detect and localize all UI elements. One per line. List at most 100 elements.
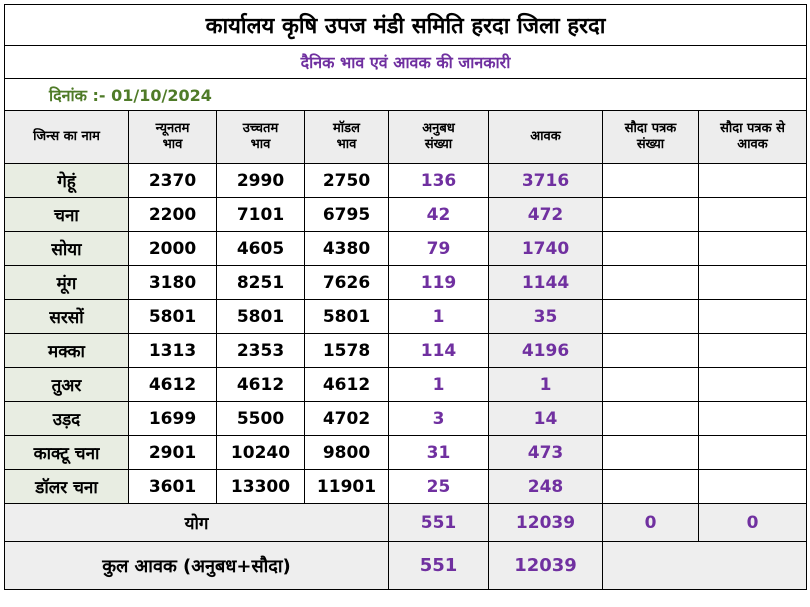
commodity-name: चना bbox=[4, 197, 129, 232]
total-sauda-aavak: 0 bbox=[698, 503, 807, 542]
min-price: 1699 bbox=[128, 401, 217, 436]
sauda-count bbox=[602, 163, 699, 198]
grand-total-row: कुल आवक (अनुबध+सौदा) 551 12039 bbox=[4, 541, 807, 590]
header-row: जिन्स का नाम न्यूनतम भाव उच्चतम भाव मॉडल भा… bbox=[4, 110, 807, 164]
min-price: 3601 bbox=[128, 469, 217, 504]
sauda-count bbox=[602, 401, 699, 436]
anubandh-count: 136 bbox=[388, 163, 489, 198]
total-sauda-count: 0 bbox=[602, 503, 699, 542]
sauda-count bbox=[602, 469, 699, 504]
model-price: 2750 bbox=[304, 163, 389, 198]
max-price: 2353 bbox=[216, 333, 305, 368]
commodity-name: काक्टू चना bbox=[4, 435, 129, 470]
commodity-name: सरसों bbox=[4, 299, 129, 334]
table-row: चना 2200 7101 6795 42 472 bbox=[4, 197, 807, 232]
sauda-aavak bbox=[698, 231, 807, 266]
grand-total-aavak: 12039 bbox=[488, 541, 603, 590]
aavak-value: 1740 bbox=[488, 231, 603, 266]
table-row: सरसों 5801 5801 5801 1 35 bbox=[4, 299, 807, 334]
sauda-count bbox=[602, 333, 699, 368]
min-price: 4612 bbox=[128, 367, 217, 402]
model-price: 1578 bbox=[304, 333, 389, 368]
header-commodity: जिन्स का नाम bbox=[4, 110, 129, 164]
header-max-price: उच्चतम भाव bbox=[216, 110, 305, 164]
aavak-value: 3716 bbox=[488, 163, 603, 198]
anubandh-count: 31 bbox=[388, 435, 489, 470]
commodity-name: डॉलर चना bbox=[4, 469, 129, 504]
model-price: 11901 bbox=[304, 469, 389, 504]
table-row: तुअर 4612 4612 4612 1 1 bbox=[4, 367, 807, 402]
min-price: 3180 bbox=[128, 265, 217, 300]
sauda-aavak bbox=[698, 435, 807, 470]
model-price: 9800 bbox=[304, 435, 389, 470]
anubandh-count: 114 bbox=[388, 333, 489, 368]
report-date: दिनांक :- 01/10/2024 bbox=[4, 78, 807, 111]
min-price: 2370 bbox=[128, 163, 217, 198]
model-price: 5801 bbox=[304, 299, 389, 334]
anubandh-count: 25 bbox=[388, 469, 489, 504]
max-price: 4612 bbox=[216, 367, 305, 402]
min-price: 5801 bbox=[128, 299, 217, 334]
commodity-name: सोया bbox=[4, 231, 129, 266]
anubandh-count: 79 bbox=[388, 231, 489, 266]
sauda-aavak bbox=[698, 163, 807, 198]
max-price: 7101 bbox=[216, 197, 305, 232]
aavak-value: 473 bbox=[488, 435, 603, 470]
sauda-count bbox=[602, 435, 699, 470]
commodity-name: उड़द bbox=[4, 401, 129, 436]
max-price: 5500 bbox=[216, 401, 305, 436]
commodity-name: गेहूं bbox=[4, 163, 129, 198]
min-price: 2000 bbox=[128, 231, 217, 266]
table-row: काक्टू चना 2901 10240 9800 31 473 bbox=[4, 435, 807, 470]
header-aavak: आवक bbox=[488, 110, 603, 164]
max-price: 13300 bbox=[216, 469, 305, 504]
grand-total-anubandh: 551 bbox=[388, 541, 489, 590]
table-row: सोया 2000 4605 4380 79 1740 bbox=[4, 231, 807, 266]
sauda-count bbox=[602, 231, 699, 266]
sauda-aavak bbox=[698, 197, 807, 232]
table-row: उड़द 1699 5500 4702 3 14 bbox=[4, 401, 807, 436]
min-price: 2901 bbox=[128, 435, 217, 470]
min-price: 2200 bbox=[128, 197, 217, 232]
grand-total-label: कुल आवक (अनुबध+सौदा) bbox=[4, 541, 389, 590]
commodity-name: तुअर bbox=[4, 367, 129, 402]
anubandh-count: 119 bbox=[388, 265, 489, 300]
total-anubandh: 551 bbox=[388, 503, 489, 542]
commodity-name: मूंग bbox=[4, 265, 129, 300]
anubandh-count: 42 bbox=[388, 197, 489, 232]
sauda-count bbox=[602, 197, 699, 232]
page-subtitle: दैनिक भाव एवं आवक की जानकारी bbox=[4, 45, 807, 79]
aavak-value: 35 bbox=[488, 299, 603, 334]
header-anubandh-count: अनुबध संख्या bbox=[388, 110, 489, 164]
total-row: योग 551 12039 0 0 bbox=[4, 503, 807, 542]
max-price: 5801 bbox=[216, 299, 305, 334]
sauda-aavak bbox=[698, 265, 807, 300]
table-row: गेहूं 2370 2990 2750 136 3716 bbox=[4, 163, 807, 198]
aavak-value: 248 bbox=[488, 469, 603, 504]
header-sauda-aavak: सौदा पत्रक से आवक bbox=[698, 110, 807, 164]
model-price: 4612 bbox=[304, 367, 389, 402]
min-price: 1313 bbox=[128, 333, 217, 368]
aavak-value: 1144 bbox=[488, 265, 603, 300]
mandi-price-table: कार्यालय कृषि उपज मंडी समिति हरदा जिला ह… bbox=[4, 4, 807, 590]
table-row: डॉलर चना 3601 13300 11901 25 248 bbox=[4, 469, 807, 504]
max-price: 8251 bbox=[216, 265, 305, 300]
aavak-value: 472 bbox=[488, 197, 603, 232]
header-sauda-count: सौदा पत्रक संख्या bbox=[602, 110, 699, 164]
model-price: 4702 bbox=[304, 401, 389, 436]
max-price: 2990 bbox=[216, 163, 305, 198]
max-price: 10240 bbox=[216, 435, 305, 470]
sauda-aavak bbox=[698, 333, 807, 368]
commodity-name: मक्का bbox=[4, 333, 129, 368]
model-price: 6795 bbox=[304, 197, 389, 232]
sauda-aavak bbox=[698, 469, 807, 504]
aavak-value: 14 bbox=[488, 401, 603, 436]
sauda-count bbox=[602, 367, 699, 402]
sauda-count bbox=[602, 299, 699, 334]
total-aavak: 12039 bbox=[488, 503, 603, 542]
sauda-aavak bbox=[698, 299, 807, 334]
anubandh-count: 1 bbox=[388, 299, 489, 334]
anubandh-count: 1 bbox=[388, 367, 489, 402]
table-row: मूंग 3180 8251 7626 119 1144 bbox=[4, 265, 807, 300]
grand-total-blank bbox=[602, 541, 807, 590]
